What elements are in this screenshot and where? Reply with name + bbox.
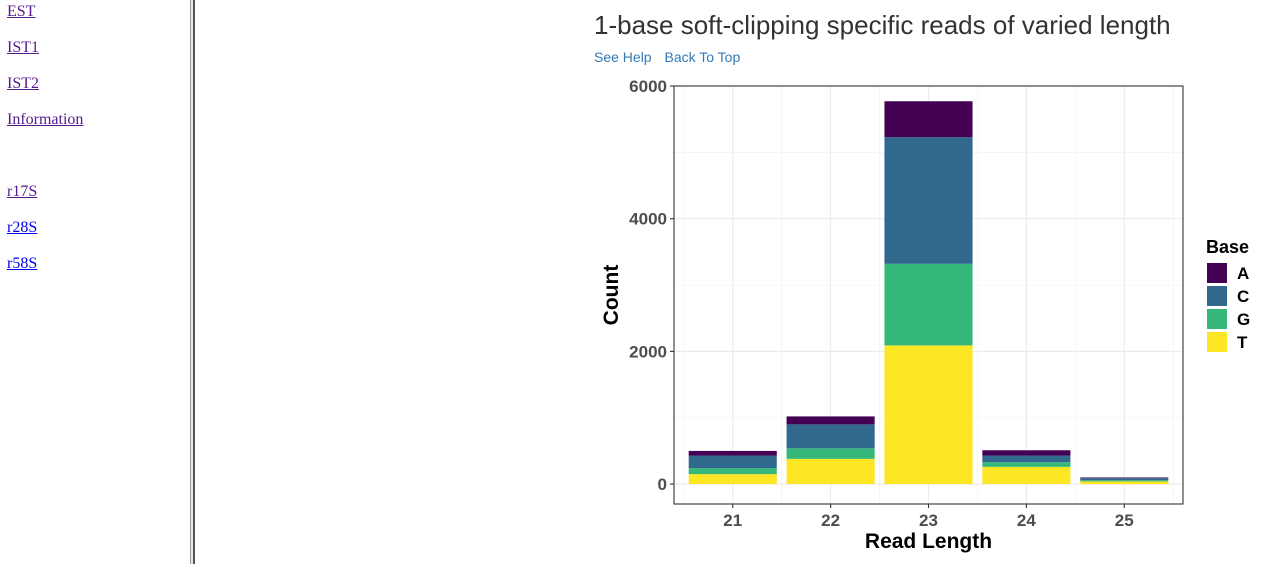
legend-key-c xyxy=(1207,286,1227,306)
page-title: 1-base soft-clipping specific reads of v… xyxy=(594,10,1171,40)
nav-link-ist1[interactable]: IST1 xyxy=(7,39,39,56)
legend-label-c: C xyxy=(1237,287,1249,306)
bar-segment-c-22 xyxy=(786,424,875,449)
stacked-bar-chart: 0 2000 4000 6000 21 22 23 24 25 Read Length Count B… xyxy=(600,78,1250,553)
bar-segment-t-23 xyxy=(884,345,973,485)
bar-segment-g-24 xyxy=(982,462,1071,467)
bar-segment-c-21 xyxy=(688,455,777,469)
bar-segment-t-25 xyxy=(1080,481,1169,485)
x-tick-label: 22 xyxy=(821,511,840,530)
bar-segment-c-23 xyxy=(884,137,973,264)
nav-spacer xyxy=(7,147,83,183)
legend-key-t xyxy=(1207,332,1227,352)
nav-link-r58s[interactable]: r58S xyxy=(7,255,38,272)
y-tick-label: 4000 xyxy=(629,210,667,229)
x-axis-title: Read Length xyxy=(865,530,992,553)
sidebar: EST IST1 IST2 Information r17S r28S r58S xyxy=(0,0,190,564)
help-links: See Help Back To Top xyxy=(594,49,749,65)
bar-segment-t-24 xyxy=(982,466,1071,485)
sidebar-divider[interactable] xyxy=(190,0,195,564)
nav-link-information[interactable]: Information xyxy=(7,111,84,128)
back-to-top-link[interactable]: Back To Top xyxy=(664,49,741,65)
y-tick-label: 2000 xyxy=(629,342,667,361)
x-tick-label: 24 xyxy=(1017,511,1036,530)
x-tick-label: 23 xyxy=(919,511,938,530)
nav-list: EST IST1 IST2 Information r17S r28S r58S xyxy=(7,3,83,291)
legend-key-g xyxy=(1207,309,1227,329)
bar-segment-t-22 xyxy=(786,458,875,485)
bar-segment-a-23 xyxy=(884,101,973,138)
bar-segment-a-22 xyxy=(786,416,875,425)
bar-segment-a-24 xyxy=(982,450,1071,456)
bar-segment-g-22 xyxy=(786,448,875,459)
legend-label-a: A xyxy=(1237,264,1249,283)
y-tick-label: 6000 xyxy=(629,78,667,96)
bar-segment-g-23 xyxy=(884,263,973,346)
nav-link-est[interactable]: EST xyxy=(7,3,36,20)
bar-segment-a-25 xyxy=(1080,477,1169,479)
bar-segment-g-21 xyxy=(688,468,777,475)
x-tick-label: 21 xyxy=(723,511,742,530)
y-tick-label: 0 xyxy=(658,475,667,494)
legend-title: Base xyxy=(1206,237,1249,257)
bar-segment-c-24 xyxy=(982,455,1071,463)
nav-link-r28s[interactable]: r28S xyxy=(7,219,38,236)
legend-key-a xyxy=(1207,263,1227,283)
bar-segment-a-21 xyxy=(688,450,777,456)
bar-segment-g-25 xyxy=(1080,480,1169,482)
y-axis-title: Count xyxy=(600,265,623,326)
legend-label-t: T xyxy=(1237,333,1248,352)
legend-label-g: G xyxy=(1237,310,1250,329)
bar-segment-t-21 xyxy=(688,474,777,485)
bar-segment-c-25 xyxy=(1080,478,1169,481)
see-help-link[interactable]: See Help xyxy=(594,49,652,65)
nav-link-r17s[interactable]: r17S xyxy=(7,183,38,200)
x-tick-label: 25 xyxy=(1115,511,1134,530)
nav-link-ist2[interactable]: IST2 xyxy=(7,75,39,92)
